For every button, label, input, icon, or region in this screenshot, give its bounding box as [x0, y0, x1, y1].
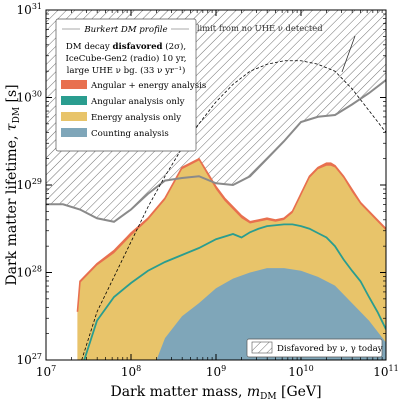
legend-subtitle-line-2: IceCube-Gen2 (radio) 10 yr, [65, 53, 186, 64]
y-tick-label: 1031 [17, 2, 42, 17]
annotation-text: Lower limit from no UHE ν detected [167, 23, 323, 33]
legend-title: Burkert DM profile [83, 25, 167, 35]
legend-swatch-counting-analysis [61, 128, 87, 137]
legend-swatch-energy-analysis-only [61, 112, 87, 121]
x-tick-label: 1010 [288, 364, 313, 379]
disfavored-today-boundary [46, 79, 386, 223]
y-tick-label: 1030 [17, 90, 42, 105]
y-tick-label: 1027 [17, 352, 42, 367]
x-tick-label: 109 [206, 364, 226, 379]
hatch-legend-box [246, 338, 383, 358]
hatch-legend-label: Disfavored by ν, γ today [277, 344, 383, 354]
hatch-legend: Disfavored by ν, γ today [246, 338, 383, 358]
legend-label-angular-plus-energy-analysis: Angular + energy analysis [90, 81, 206, 91]
hatch-legend-swatch [251, 341, 273, 354]
series-angular-plus-energy-analysis-line [76, 157, 386, 312]
legend-subtitle-line-1: DM decay disfavored (2σ), [66, 41, 186, 52]
legend-swatch-angular-analysis-only [61, 96, 87, 105]
legend-subtitle-line-3: large UHE ν bg. (33 ν yr⁻¹) [67, 65, 186, 76]
x-axis-label: Dark matter mass, mDM [GeV] [110, 384, 321, 402]
legend: Burkert DM profile DM decay disfavored (… [55, 18, 206, 152]
x-tick-label: 1011 [373, 364, 398, 379]
lower-limit-curve [81, 60, 386, 360]
legend-label-angular-analysis-only: Angular analysis only [90, 97, 185, 107]
legend-label-energy-analysis-only: Energy analysis only [91, 113, 181, 123]
y-tick-label: 1029 [17, 177, 42, 192]
y-axis-label: Dark matter lifetime, τDM [s] [4, 84, 22, 285]
y-tick-label: 1028 [17, 265, 42, 280]
series-counting-analysis-area [156, 268, 386, 360]
legend-label-counting-analysis: Counting analysis [91, 129, 169, 139]
x-tick-label: 107 [36, 364, 56, 379]
legend-box [55, 18, 197, 152]
x-tick-label: 108 [121, 364, 141, 379]
series-angular-analysis-only-line [83, 223, 386, 360]
legend-swatch-angular-plus-energy-analysis [61, 80, 87, 89]
annotation-arrow [341, 35, 356, 73]
